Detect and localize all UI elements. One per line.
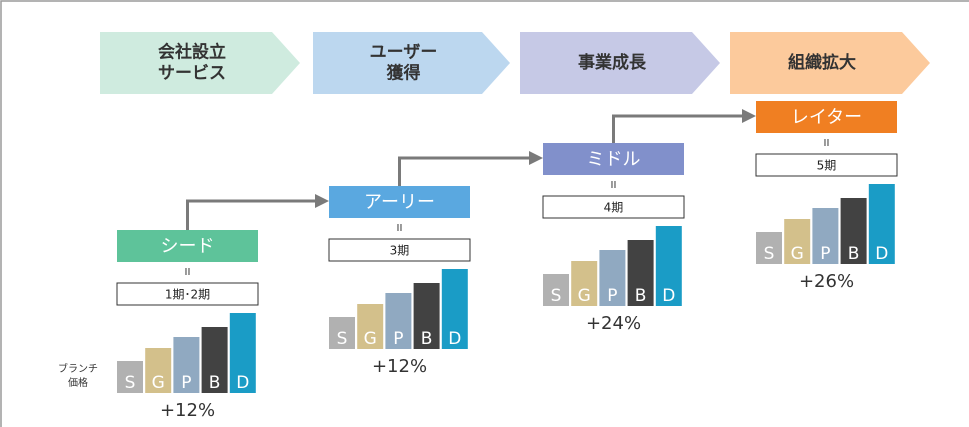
step-label: サービス xyxy=(158,64,226,84)
price-bar xyxy=(173,337,200,393)
price-bar xyxy=(385,293,412,349)
step-chevron xyxy=(730,32,930,94)
stage-label-box xyxy=(756,101,897,133)
price-bar xyxy=(329,317,355,349)
price-label: ブランチ xyxy=(58,362,98,375)
bar-letter: P xyxy=(607,286,617,306)
equals-sign: II xyxy=(824,138,830,149)
connector-arrow xyxy=(398,156,531,186)
price-label: 価格 xyxy=(68,376,88,389)
period: 1期･2期 xyxy=(165,288,210,302)
step-chevron xyxy=(313,32,510,94)
price-bar xyxy=(784,219,811,264)
price-bar xyxy=(812,208,839,264)
step-label: 組織拡大 xyxy=(788,52,856,73)
increase: +12% xyxy=(160,400,215,421)
equals-sign: II xyxy=(611,180,617,191)
step-label: ユーザー xyxy=(370,43,438,63)
period-box xyxy=(755,153,898,177)
connector-arrow xyxy=(612,114,744,143)
price-bar xyxy=(117,361,143,393)
equals-sign: II xyxy=(397,223,403,234)
bar-letter: B xyxy=(848,244,860,264)
bar-letter: B xyxy=(635,286,647,306)
price-bar xyxy=(627,240,654,306)
price-bar xyxy=(599,250,626,306)
stage-name: アーリー xyxy=(364,192,435,213)
increase: +24% xyxy=(586,313,641,334)
arrow-head xyxy=(529,151,543,165)
stage-label-box xyxy=(543,143,684,175)
bar-letter: S xyxy=(551,286,562,306)
bar-letter: S xyxy=(337,329,348,349)
price-bar xyxy=(655,226,682,306)
step-label: 会社設立 xyxy=(158,42,226,63)
price-bar xyxy=(868,184,895,264)
period-box xyxy=(542,195,685,219)
period-box xyxy=(116,282,259,306)
bar-letter: G xyxy=(791,244,804,264)
connector-arrow xyxy=(186,199,317,230)
bar-letter: G xyxy=(578,286,591,306)
equals-sign: II xyxy=(185,267,191,278)
bar-letter: P xyxy=(393,329,403,349)
price-bar xyxy=(201,327,228,393)
period-box xyxy=(328,238,471,262)
period: 3期 xyxy=(390,244,410,258)
bar-letter: P xyxy=(181,373,191,393)
bar-letter: D xyxy=(875,244,888,264)
bar-letter: G xyxy=(152,373,165,393)
price-bar xyxy=(441,269,468,349)
bar-letter: B xyxy=(209,373,221,393)
stage-name: レイター xyxy=(791,107,862,128)
price-bar xyxy=(756,232,782,264)
stage-name: ミドル xyxy=(587,149,641,170)
price-bar xyxy=(413,283,440,349)
price-bar xyxy=(571,261,598,306)
step-chevron xyxy=(100,32,300,94)
step-label: 獲得 xyxy=(387,63,421,84)
price-bar xyxy=(145,348,172,393)
bar-letter: D xyxy=(662,286,675,306)
period: 5期 xyxy=(817,159,837,173)
bar-letter: S xyxy=(764,244,775,264)
price-bar xyxy=(229,313,256,393)
arrow-head xyxy=(742,109,756,123)
price-bar xyxy=(357,304,384,349)
stage-name: シード xyxy=(161,236,215,257)
bar-letter: B xyxy=(421,329,433,349)
price-bar xyxy=(840,198,867,264)
bar-letter: S xyxy=(125,373,136,393)
step-chevron xyxy=(520,32,720,94)
increase: +12% xyxy=(372,356,427,377)
bar-letter: D xyxy=(236,373,249,393)
period: 4期 xyxy=(604,201,624,215)
bar-letter: D xyxy=(448,329,461,349)
arrow-head xyxy=(315,194,329,208)
price-bar xyxy=(543,274,569,306)
stage-label-box xyxy=(329,186,470,218)
increase: +26% xyxy=(799,271,854,292)
stage-label-box xyxy=(117,230,258,262)
bar-letter: G xyxy=(364,329,377,349)
step-label: 事業成長 xyxy=(578,52,647,73)
bar-letter: P xyxy=(820,244,830,264)
